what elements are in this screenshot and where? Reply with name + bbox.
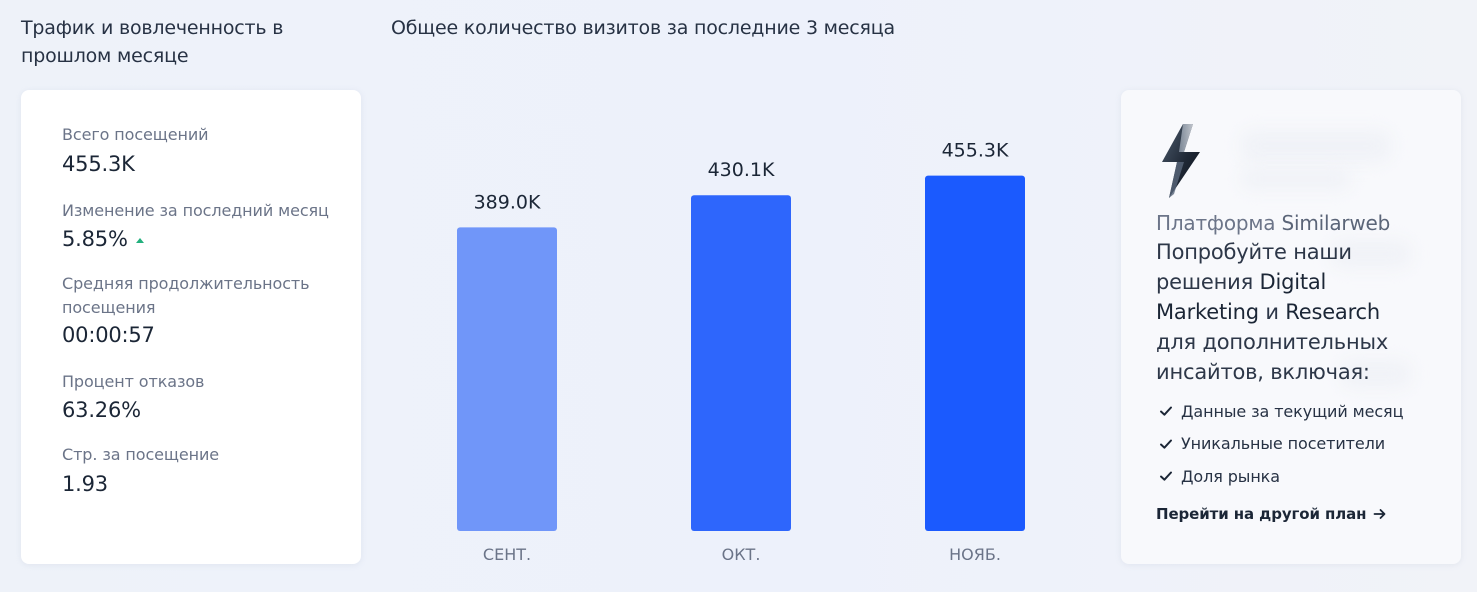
upgrade-card: Платформа Similarweb Попробуйте наши реш… (1121, 90, 1461, 564)
bounce-rate-label: Процент отказов (62, 372, 205, 391)
feature-unique-visitors: Уникальные посетители (1158, 428, 1403, 461)
feature-current-month: Данные за текущий месяц (1158, 395, 1403, 428)
total-visits-label: Всего посещений (62, 125, 209, 144)
feature-list: Данные за текущий месяц Уникальные посет… (1158, 395, 1403, 493)
check-icon (1160, 406, 1172, 416)
engagement-title: Трафик и вовлеченность в прошлом месяце (21, 17, 284, 67)
pitch-text-5: для дополнительных инсайтов, включая: (1156, 330, 1389, 384)
check-icon (1160, 471, 1172, 481)
visits-bar-chart: 389.0K СЕНТ. 430.1K ОКТ. 455.3K НОЯБ. (457, 140, 1025, 564)
average-duration-value: 00:00:57 (62, 323, 155, 347)
check-icon (1160, 439, 1172, 449)
engagement-metrics-card: Всего посещений 455.3K Изменение за посл… (21, 90, 361, 564)
visits-bar (457, 227, 557, 531)
bar-value-label: 430.1K (708, 159, 775, 181)
total-visits-value: 455.3K (62, 152, 135, 176)
feature-label: Данные за текущий месяц (1181, 401, 1404, 421)
month-axis-label: СЕНТ. (483, 545, 531, 564)
blurred-preview-block (1341, 360, 1411, 388)
monthly-change-label: Изменение за последний месяц (62, 201, 329, 220)
upgrade-plan-link[interactable]: Перейти на другой план (1156, 505, 1388, 523)
feature-label: Уникальные посетители (1181, 434, 1386, 454)
upgrade-pitch: Попробуйте наши решения Digital Marketin… (1156, 237, 1416, 387)
blurred-preview-block (1241, 130, 1391, 162)
visits-bar (691, 195, 791, 531)
feature-label: Доля рынка (1181, 466, 1280, 486)
month-axis-label: ОКТ. (722, 545, 761, 564)
blurred-preview-block (1241, 168, 1351, 190)
platform-brand: Similarweb (1281, 211, 1391, 235)
pages-per-visit-label: Стр. за посещение (62, 445, 220, 464)
trend-up-icon (135, 238, 144, 243)
bar-value-label: 455.3K (942, 140, 1009, 162)
monthly-change-row: 5.85% (62, 225, 144, 253)
platform-prefix: Платформа (1156, 211, 1282, 235)
monthly-change-value: 5.85% (62, 227, 128, 251)
bar-value-label: 389.0K (474, 191, 541, 213)
digital-marketing-highlight: Digital Marketing (1156, 270, 1327, 324)
average-duration-label: Средняя продолжительность посещения (62, 274, 310, 317)
pitch-text-1: Попробуйте наши решения (1156, 240, 1352, 294)
platform-line: Платформа Similarweb (1156, 209, 1390, 237)
bounce-rate-value: 63.26% (62, 398, 141, 422)
lightning-bolt-icon (1162, 124, 1200, 198)
visits-chart-title: Общее количество визитов за последние 3 … (391, 17, 895, 39)
month-axis-label: НОЯБ. (949, 545, 1001, 564)
visits-bar (925, 175, 1025, 531)
arrow-right-icon (1374, 509, 1386, 519)
feature-market-share: Доля рынка (1158, 460, 1403, 493)
upgrade-plan-label: Перейти на другой план (1156, 505, 1367, 523)
research-highlight: Research (1285, 300, 1381, 324)
pages-per-visit-value: 1.93 (62, 472, 108, 496)
pitch-text-3: и (1258, 300, 1286, 324)
blurred-preview-block (1331, 240, 1411, 268)
